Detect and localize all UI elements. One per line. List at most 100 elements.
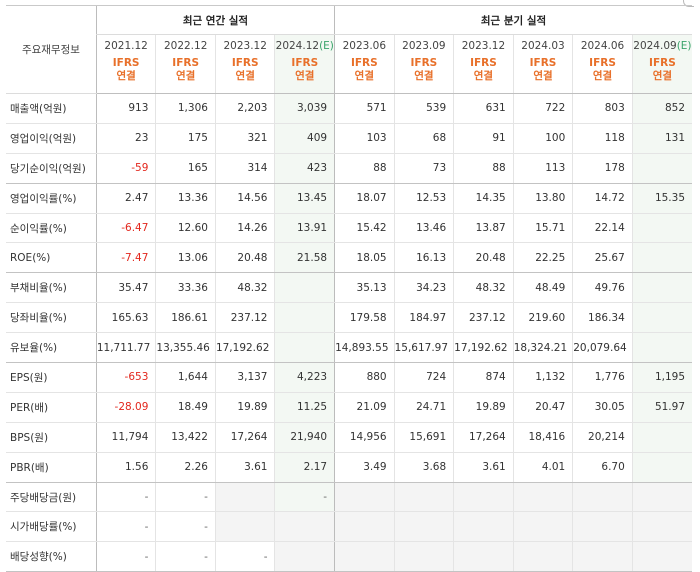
- table-row: 영업이익(억원) 23 175 321 409 103 68 91 100 118 131: [6, 123, 692, 154]
- period-header: 2023.06: [334, 34, 395, 57]
- period-label: 2023.12: [461, 40, 506, 52]
- table-cell: 852: [631, 93, 692, 124]
- table-row: BPS(원) 11,794 13,422 17,264 21,940 14,956 15,6…: [6, 422, 692, 453]
- period-label: 2021.12: [104, 40, 148, 52]
- table-cell: [214, 482, 275, 513]
- table-cell: 18,324.21: [512, 332, 573, 364]
- row-label: 시가배당률(%): [6, 511, 97, 543]
- period-label: 2023.12: [223, 40, 267, 52]
- consolidated-label: 연결: [295, 70, 315, 82]
- table-cell: 179.58: [334, 302, 395, 334]
- table-cell: -59: [95, 153, 156, 184]
- estimate-mark: (E): [319, 40, 334, 52]
- table-cell: -: [95, 511, 156, 543]
- row-label: 배당성향(%): [6, 541, 97, 572]
- table-cell: 20.48: [453, 242, 514, 274]
- period-header: 2024.09(E): [631, 34, 692, 57]
- table-cell: 186.34: [572, 302, 633, 334]
- table-row: 부채비율(%) 35.47 33.36 48.32 35.13 34.23 48.32 48.…: [6, 272, 692, 304]
- ifrs-label: IFRS: [291, 57, 319, 69]
- quarter-group-header: 최근 분기 실적: [334, 5, 692, 35]
- table-cell: 100: [512, 123, 573, 154]
- table-row: PER(배) -28.09 18.49 19.89 11.25 21.09 24.71 19.…: [6, 392, 692, 423]
- row-label: PBR(배): [6, 452, 97, 483]
- table-cell: [453, 511, 514, 543]
- ifrs-label: IFRS: [529, 57, 557, 69]
- table-cell: [572, 482, 633, 513]
- row-label: 매출액(억원): [6, 93, 97, 124]
- table-cell: 14,893.55: [334, 332, 395, 364]
- table-cell: 3,039: [274, 93, 335, 124]
- table-cell: 1,132: [512, 362, 573, 393]
- table-cell: 13,422: [155, 422, 216, 453]
- table-cell: [512, 511, 573, 543]
- row-label: 영업이익(억원): [6, 123, 97, 154]
- row-label: 순이익률(%): [6, 213, 97, 244]
- table-cell: 48.32: [453, 272, 514, 304]
- table-cell: [631, 213, 692, 244]
- table-cell: 17,192.62: [214, 332, 275, 364]
- table-row: 당기순이익(억원) -59 165 314 423 88 73 88 113 178: [6, 153, 692, 184]
- consolidated-label: 연결: [354, 70, 374, 82]
- consolidated-label: 연결: [592, 70, 613, 82]
- table-row: EPS(원) -653 1,644 3,137 4,223 880 724 874 1,132 1…: [6, 362, 692, 393]
- table-cell: [631, 302, 692, 334]
- table-cell: 237.12: [453, 302, 514, 334]
- table-cell: [631, 452, 692, 483]
- table-row: ROE(%) -7.47 13.06 20.48 21.58 18.05 16.13 20.4…: [6, 242, 692, 274]
- consolidated-label: 연결: [176, 70, 196, 82]
- table-row: 유보율(%) 11,711.77 13,355.46 17,192.62 14,893.…: [6, 332, 692, 364]
- table-row: 매출액(억원) 913 1,306 2,203 3,039 571 539 631 722 803…: [6, 93, 692, 124]
- ifrs-header: IFRS 연결: [572, 57, 633, 94]
- table-cell: 35.47: [95, 272, 156, 304]
- table-cell: 3.68: [393, 452, 454, 483]
- table-cell: 51.97: [631, 392, 692, 423]
- table-cell: 803: [572, 93, 633, 124]
- consolidated-label: 연결: [414, 70, 434, 82]
- table-cell: 571: [334, 93, 395, 124]
- period-header: 2023.12: [214, 34, 275, 57]
- table-cell: [334, 541, 395, 572]
- ifrs-label: IFRS: [172, 57, 200, 69]
- table-cell: 724: [393, 362, 454, 393]
- table-cell: 11,711.77: [95, 332, 156, 364]
- row-label: 영업이익률(%): [6, 183, 97, 214]
- table-cell: 91: [453, 123, 514, 154]
- table-cell: 175: [155, 123, 216, 154]
- table-cell: 409: [274, 123, 335, 154]
- period-label: 2024.06: [580, 40, 625, 52]
- table-cell: 103: [334, 123, 395, 154]
- table-cell: 21,940: [274, 422, 335, 453]
- table-cell: 13.91: [274, 213, 335, 244]
- table-cell: 1,195: [631, 362, 692, 393]
- table-cell: [274, 541, 335, 572]
- table-row: 당좌비율(%) 165.63 186.61 237.12 179.58 184.97 237…: [6, 302, 692, 334]
- table-cell: [512, 541, 573, 572]
- table-cell: 2,203: [214, 93, 275, 124]
- table-cell: 48.49: [512, 272, 573, 304]
- table-cell: 30.05: [572, 392, 633, 423]
- table-cell: 4,223: [274, 362, 335, 393]
- table-cell: 1,776: [572, 362, 633, 393]
- table-cell: 131: [631, 123, 692, 154]
- financial-table-body: 매출액(억원) 913 1,306 2,203 3,039 571 539 631 722 803…: [6, 93, 692, 572]
- table-cell: 18.49: [155, 392, 216, 423]
- table-cell: 186.61: [155, 302, 216, 334]
- table-cell: 13.36: [155, 183, 216, 214]
- table-cell: [393, 541, 454, 572]
- consolidated-label: 연결: [116, 70, 136, 82]
- ifrs-label: IFRS: [649, 57, 676, 69]
- table-cell: 13,355.46: [155, 332, 216, 364]
- row-label-header: 주요재무정보: [6, 5, 97, 94]
- table-cell: 1.56: [95, 452, 156, 483]
- table-cell: 73: [393, 153, 454, 184]
- ifrs-label: IFRS: [350, 57, 378, 69]
- table-cell: 20,214: [572, 422, 633, 453]
- table-cell: 13.87: [453, 213, 514, 244]
- table-cell: 14,956: [334, 422, 395, 453]
- ifrs-header: IFRS 연결: [334, 57, 395, 94]
- table-cell: 20,079.64: [572, 332, 633, 364]
- table-cell: [274, 302, 335, 334]
- table-cell: 15,617.97: [393, 332, 454, 364]
